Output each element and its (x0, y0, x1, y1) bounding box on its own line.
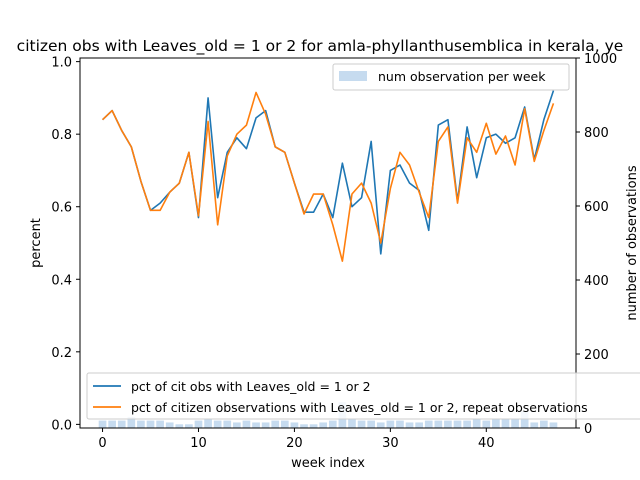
bar-45 (530, 422, 539, 428)
bar-20 (290, 422, 299, 428)
legend-series-a-label: pct of cit obs with Leaves_old = 1 or 2 (131, 379, 371, 394)
bar-43 (511, 418, 519, 428)
bar-0 (98, 420, 107, 428)
bar-27 (357, 420, 366, 428)
bar-24 (328, 420, 337, 428)
legend-lines-box (86, 372, 640, 420)
y-tick-label-0.2: 0.2 (51, 346, 72, 361)
bar-7 (165, 422, 174, 428)
bar-6 (156, 420, 164, 428)
bar-3 (127, 416, 136, 428)
y2-tick-label-600: 600 (584, 200, 609, 215)
y-tick-label-0.4: 0.4 (51, 273, 72, 288)
y-tick-label-0: 0.0 (51, 418, 72, 433)
x-tick-label-0: 0 (98, 436, 106, 451)
bar-4 (137, 420, 145, 428)
y-tick-label-1: 1.0 (51, 56, 72, 71)
bar-33 (415, 422, 423, 428)
bar-30 (386, 420, 395, 428)
bar-26 (348, 418, 356, 428)
legend-series-b-label: pct of citizen observations with Leaves_… (131, 400, 588, 415)
bar-11 (204, 418, 212, 428)
y2-tick-label-200: 200 (584, 348, 609, 363)
bar-40 (482, 420, 491, 428)
x-tick-label-20: 20 (286, 436, 303, 451)
bar-8 (175, 424, 184, 428)
bar-38 (463, 420, 471, 428)
y-tick-label-0.6: 0.6 (51, 201, 72, 216)
bar-10 (194, 420, 203, 428)
bar-5 (146, 420, 155, 428)
bar-23 (319, 422, 328, 428)
axes-layer: 0 10 20 30 40 0.0 0.2 0.4 0.6 0.8 1.0 0 200 400 600 800… (51, 52, 617, 451)
bar-35 (434, 420, 443, 428)
y2-tick-label-400: 400 (584, 274, 609, 289)
bar-34 (424, 420, 433, 428)
legend-bars-label: num observation per week (378, 69, 546, 84)
legend-bars-swatch (339, 71, 367, 81)
bar-39 (472, 418, 481, 428)
bar-42 (501, 418, 510, 428)
bar-36 (444, 420, 452, 428)
bar-18 (271, 420, 280, 428)
bars-layer (98, 402, 558, 428)
bar-19 (280, 420, 289, 428)
y2-tick-label-1000: 1000 (584, 52, 617, 67)
bar-32 (405, 422, 414, 428)
bar-47 (549, 422, 558, 428)
y-axis-label: percent (29, 218, 44, 268)
chart-title: citizen obs with Leaves_old = 1 or 2 for… (17, 37, 624, 56)
bar-22 (309, 424, 318, 428)
bar-21 (300, 424, 308, 428)
x-tick-label-10: 10 (190, 436, 207, 451)
legend-bars-box (332, 63, 570, 91)
bar-1 (108, 420, 116, 428)
bar-16 (252, 422, 260, 428)
bar-29 (376, 422, 385, 428)
y2-tick-label-0: 0 (584, 422, 592, 437)
bar-46 (540, 420, 548, 428)
y2-tick-label-800: 800 (584, 126, 609, 141)
bar-12 (213, 420, 222, 428)
bar-15 (242, 420, 251, 428)
series-b-line (102, 91, 555, 262)
y2-axis-label: number of observations (625, 165, 640, 320)
legend-lines: pct of cit obs with Leaves_old = 1 or 2 … (86, 372, 640, 420)
bar-37 (453, 420, 462, 428)
legend-bars: num observation per week (332, 63, 570, 91)
plot-frame (79, 57, 577, 429)
bar-2 (117, 420, 126, 428)
x-axis-label: week index (291, 456, 365, 471)
bar-31 (396, 420, 404, 428)
bar-44 (520, 411, 529, 428)
x-tick-label-40: 40 (478, 436, 495, 451)
lines-layer (102, 90, 555, 262)
y-tick-label-0.8: 0.8 (51, 128, 72, 143)
bar-13 (223, 420, 232, 428)
bar-41 (492, 418, 500, 428)
bar-9 (185, 424, 193, 428)
x-tick-label-30: 30 (382, 436, 399, 451)
bar-17 (261, 422, 270, 428)
bar-14 (233, 422, 241, 428)
bar-28 (367, 420, 376, 428)
